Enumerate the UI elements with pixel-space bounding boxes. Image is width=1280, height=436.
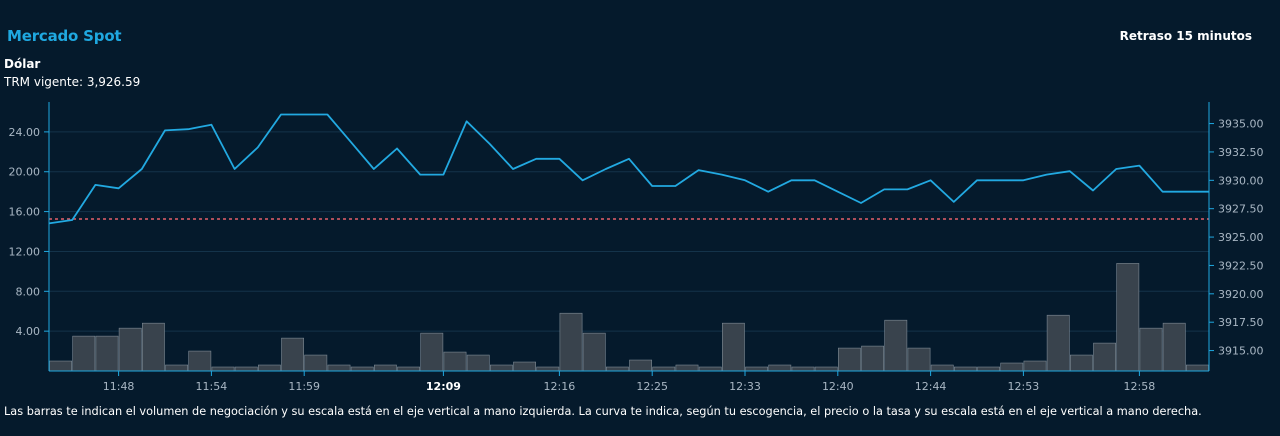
volume-bar-38 xyxy=(930,364,954,372)
page-title: Mercado Spot xyxy=(7,27,122,45)
left-tick-label-3: 16.00 xyxy=(9,206,41,219)
grid-lines xyxy=(49,131,1209,332)
right-tick-label-3: 3922.50 xyxy=(1218,259,1264,272)
volume-bar-5 xyxy=(165,364,189,372)
volume-bar-9 xyxy=(257,364,281,372)
volume-bar-2 xyxy=(95,335,119,372)
volume-bar-8 xyxy=(234,366,258,372)
x-tick-label-2: 11:59 xyxy=(288,380,320,393)
volume-bar-41 xyxy=(1000,362,1024,372)
right-tick-label-4: 3925.00 xyxy=(1218,231,1264,244)
volume-bar-16 xyxy=(420,332,444,372)
volume-bar-0 xyxy=(49,360,73,372)
volume-bar-1 xyxy=(72,335,96,372)
right-tick-label-1: 3917.50 xyxy=(1218,316,1264,329)
left-tick-label-1: 8.00 xyxy=(16,285,41,298)
volume-bar-10 xyxy=(281,337,305,372)
volume-bar-49 xyxy=(1186,364,1209,372)
x-tick-label-0: 11:48 xyxy=(103,380,135,393)
volume-bar-37 xyxy=(907,347,931,372)
right-tick-label-8: 3935.00 xyxy=(1218,118,1264,131)
volume-bars xyxy=(49,263,1209,372)
volume-bar-28 xyxy=(698,366,722,372)
volume-bar-18 xyxy=(466,354,490,372)
volume-bar-36 xyxy=(884,319,908,372)
right-tick-label-0: 3915.00 xyxy=(1218,345,1264,358)
volume-bar-47 xyxy=(1139,327,1163,372)
chart-footnote: Las barras te indican el volumen de nego… xyxy=(4,405,1202,418)
x-tick-label-1: 11:54 xyxy=(196,380,228,393)
volume-bar-48 xyxy=(1162,322,1186,372)
right-tick-label-5: 3927.50 xyxy=(1218,203,1264,216)
volume-bar-42 xyxy=(1023,360,1047,372)
axes xyxy=(48,102,1210,372)
volume-bar-32 xyxy=(791,366,815,372)
volume-bar-40 xyxy=(977,366,1001,372)
volume-bar-15 xyxy=(397,366,421,372)
x-tick-label-8: 12:44 xyxy=(915,380,947,393)
volume-bar-29 xyxy=(721,322,745,372)
right-axis-ticks: 3915.00 3917.50 3920.00 3922.50 3925.00 3927.… xyxy=(1209,118,1264,358)
left-tick-label-5: 24.00 xyxy=(9,126,41,139)
volume-bar-3 xyxy=(118,327,142,372)
delay-label: Retraso 15 minutos xyxy=(1119,29,1252,43)
right-tick-label-6: 3930.00 xyxy=(1218,174,1264,187)
volume-bar-22 xyxy=(559,312,583,372)
volume-bar-39 xyxy=(953,366,977,372)
x-tick-label-7: 12:40 xyxy=(822,380,854,393)
volume-bar-25 xyxy=(629,359,653,372)
x-tick-label-4: 12:16 xyxy=(544,380,576,393)
volume-bar-20 xyxy=(513,361,537,372)
x-tick-label-9: 12:53 xyxy=(1008,380,1040,393)
left-tick-label-0: 4.00 xyxy=(16,325,41,338)
volume-bar-30 xyxy=(745,366,769,372)
trm-label: TRM vigente: 3,926.59 xyxy=(4,75,141,89)
price-line xyxy=(48,113,1209,225)
left-axis-ticks: 4.00 8.00 12.00 16.00 20.00 24.00 xyxy=(9,126,49,338)
currency-label: Dólar xyxy=(4,57,41,71)
volume-bar-26 xyxy=(652,366,676,372)
volume-bar-31 xyxy=(768,364,792,372)
volume-bar-44 xyxy=(1070,354,1093,372)
x-tick-label-5: 12:25 xyxy=(636,380,668,393)
x-axis-ticks: 11:48 11:54 11:59 12:09 12:16 12:25 12:33 12:40… xyxy=(103,371,1156,393)
volume-bar-17 xyxy=(443,351,467,372)
x-tick-label-10: 12:58 xyxy=(1124,380,1156,393)
volume-bar-33 xyxy=(814,366,838,372)
volume-bar-24 xyxy=(605,366,629,372)
volume-bar-7 xyxy=(211,366,235,372)
price-series-line xyxy=(48,113,1209,225)
x-tick-label-6: 12:33 xyxy=(729,380,761,393)
volume-bar-45 xyxy=(1093,342,1117,372)
right-tick-label-7: 3932.50 xyxy=(1218,146,1264,159)
volume-bar-11 xyxy=(304,354,328,372)
volume-bar-12 xyxy=(327,364,351,372)
volume-bar-27 xyxy=(675,364,699,372)
volume-bar-13 xyxy=(350,366,374,372)
volume-bar-6 xyxy=(188,350,212,372)
volume-bar-19 xyxy=(489,364,513,372)
x-tick-label-3: 12:09 xyxy=(426,380,461,393)
volume-bar-46 xyxy=(1116,263,1140,372)
spot-market-chart[interactable]: 4.00 8.00 12.00 16.00 20.00 24.00 3915.00 3917… xyxy=(0,0,1280,400)
volume-bar-4 xyxy=(142,322,165,372)
right-tick-label-2: 3920.00 xyxy=(1218,288,1264,301)
volume-bar-43 xyxy=(1046,314,1070,372)
volume-bar-21 xyxy=(536,366,560,372)
left-tick-label-4: 20.00 xyxy=(9,166,41,179)
volume-bar-35 xyxy=(861,345,885,372)
left-tick-label-2: 12.00 xyxy=(9,245,41,258)
volume-bar-23 xyxy=(582,332,606,372)
volume-bar-34 xyxy=(837,347,861,372)
volume-bar-14 xyxy=(373,364,397,372)
